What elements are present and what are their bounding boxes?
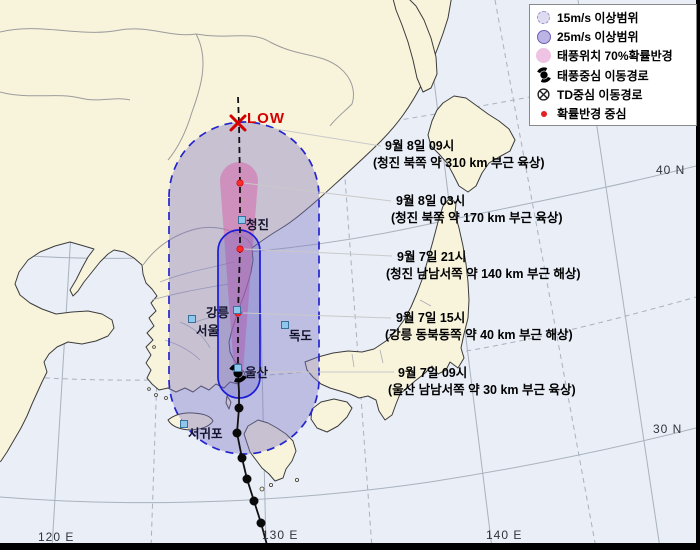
land-sakhalin: [392, 0, 438, 93]
probability-70-band: [220, 162, 258, 371]
axis-label-120e: 120 E: [38, 530, 75, 544]
range-15ms-circle-icon: [530, 11, 557, 25]
range-25ms-border: [217, 229, 261, 399]
right-frame-bar: [696, 0, 700, 550]
city-marker-gangneung: [233, 306, 241, 314]
legend-box: 15m/s 이상범위 25m/s 이상범위 태풍위치 70%확률반경 태풍중심 …: [529, 4, 697, 126]
annotation-location: (청진 남남서쪽 약 140 km 부근 해상): [386, 267, 581, 281]
td-center-icon: [530, 88, 557, 101]
city-label-gangneung: 강릉: [206, 306, 230, 320]
bottom-frame-bar: [0, 543, 700, 550]
legend-row-td-path: TD중심 이동경로: [530, 85, 696, 104]
range-25ms-circle-icon: [530, 29, 557, 44]
annotation-location: (청진 북쪽 약 310 km 부근 육상): [373, 156, 545, 170]
legend-row-prob-center: 확률반경 중심: [530, 104, 696, 123]
probability-center-dot-icon: [530, 110, 557, 117]
annotation-time: 9월 8일 03시: [396, 194, 466, 208]
annotation-location: (강릉 동북동쪽 약 40 km 부근 해상): [385, 328, 573, 342]
small-islands: [147, 323, 299, 492]
parallel-30n: [0, 426, 700, 504]
legend-row-70pct: 태풍위치 70%확률반경: [530, 46, 696, 65]
low-pressure-label: LOW: [247, 110, 285, 127]
annotation-fcst-3: 9월 7일 21시 (청진 남남서쪽 약 140 km 부근 해상): [386, 249, 581, 283]
legend-row-25ms: 25m/s 이상범위: [530, 27, 696, 46]
axis-label-130e: 130 E: [262, 528, 299, 542]
meridian-145e-dashed: [494, 0, 597, 549]
annotation-leader-lines: [242, 123, 394, 373]
annotation-location: (울산 남남서쪽 약 30 km 부근 육상): [388, 383, 576, 397]
city-marker-seogwipo: [180, 420, 188, 428]
low-x-mark: [229, 114, 247, 132]
forecast-cone: [168, 121, 320, 455]
annotation-time: 9월 8일 09시: [385, 139, 455, 153]
legend-row-15ms: 15m/s 이상범위: [530, 8, 696, 27]
annotation-fcst-4: 9월 7일 15시 (강릉 동북동쪽 약 40 km 부근 해상): [385, 310, 573, 344]
typhoon-center-icon: [530, 67, 557, 83]
land-kyushu: [243, 419, 297, 482]
land-honshu: [304, 197, 470, 421]
land-shikoku: [310, 398, 353, 433]
annotation-fcst-1: 9월 8일 09시 (청진 북쪽 약 310 km 부근 육상): [373, 138, 545, 172]
city-marker-cheongjin: [238, 216, 246, 224]
city-label-cheongjin: 청진: [246, 218, 270, 232]
land-jeju: [167, 412, 214, 431]
past-position-dots: [232, 403, 266, 528]
axis-label-140e: 140 E: [486, 528, 523, 542]
city-marker-dokdo: [281, 321, 289, 329]
land-hokkaido: [427, 95, 516, 193]
annotation-fcst-2: 9월 8일 03시 (청진 북쪽 약 170 km 부근 육상): [391, 193, 563, 227]
axis-label-30n: 30 N: [653, 422, 683, 436]
city-label-seoul: 서울: [196, 324, 220, 338]
legend-row-typhoon-path: 태풍중심 이동경로: [530, 66, 696, 85]
annotation-time: 9월 7일 15시: [396, 311, 466, 325]
annotation-fcst-5: 9월 7일 09시 (울산 남남서쪽 약 30 km 부근 육상): [388, 365, 576, 399]
parallel-40n: [0, 164, 700, 259]
country-borders: [0, 28, 432, 368]
annotation-location: (청진 북쪽 약 170 km 부근 육상): [391, 211, 563, 225]
annotation-time: 9월 7일 09시: [398, 366, 468, 380]
city-marker-ulsan: [234, 364, 242, 372]
forecast-track-dashed: [237, 96, 241, 373]
axis-label-40n: 40 N: [656, 163, 686, 177]
land-tsushima: [225, 395, 232, 410]
city-label-ulsan: 울산: [245, 366, 269, 380]
probability-70-circle-icon: [530, 48, 557, 64]
range-15ms-border: [168, 121, 320, 455]
city-markers: [180, 216, 289, 428]
annotation-time: 9월 7일 21시: [397, 250, 467, 264]
city-marker-seoul: [188, 315, 196, 323]
city-label-dokdo: 독도: [289, 329, 313, 343]
city-label-seogwipo: 서귀포: [188, 427, 223, 441]
